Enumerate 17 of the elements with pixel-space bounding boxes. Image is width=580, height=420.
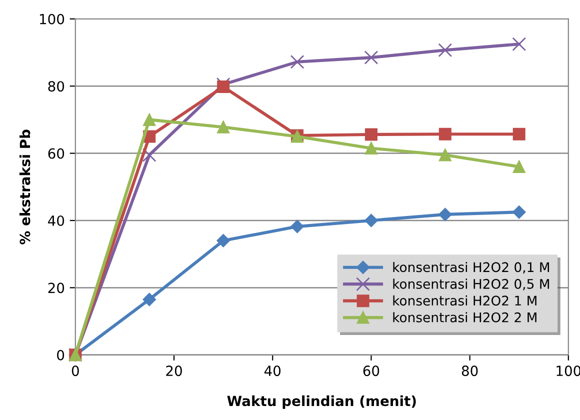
y-tick-label: 40 [48,215,64,226]
y-tick-label: 60 [48,148,64,159]
x-tick-label: 0 [72,366,79,376]
legend-label: konsentrasi H2O2 2 M [393,312,536,322]
x-tick-label: 60 [363,366,380,376]
y-tick-label: 80 [48,81,64,92]
y-tick-label: 100 [40,14,64,24]
x-tick-label: 20 [166,366,182,376]
x-tick-label: 80 [462,366,478,376]
y-tick-label: 0 [57,350,64,360]
y-axis-title: % ekstraksi Pb [19,130,30,244]
legend-label: konsentrasi H2O2 0,1 M [393,262,549,274]
legend-label: konsentrasi H2O2 1 M [393,295,536,306]
y-tick-label: 20 [48,282,64,294]
x-tick-label: 40 [264,366,281,376]
legend-label: konsentrasi H2O2 0,5 M [393,278,549,290]
x-axis-title: Waktu pelindian (menit) [227,395,416,409]
